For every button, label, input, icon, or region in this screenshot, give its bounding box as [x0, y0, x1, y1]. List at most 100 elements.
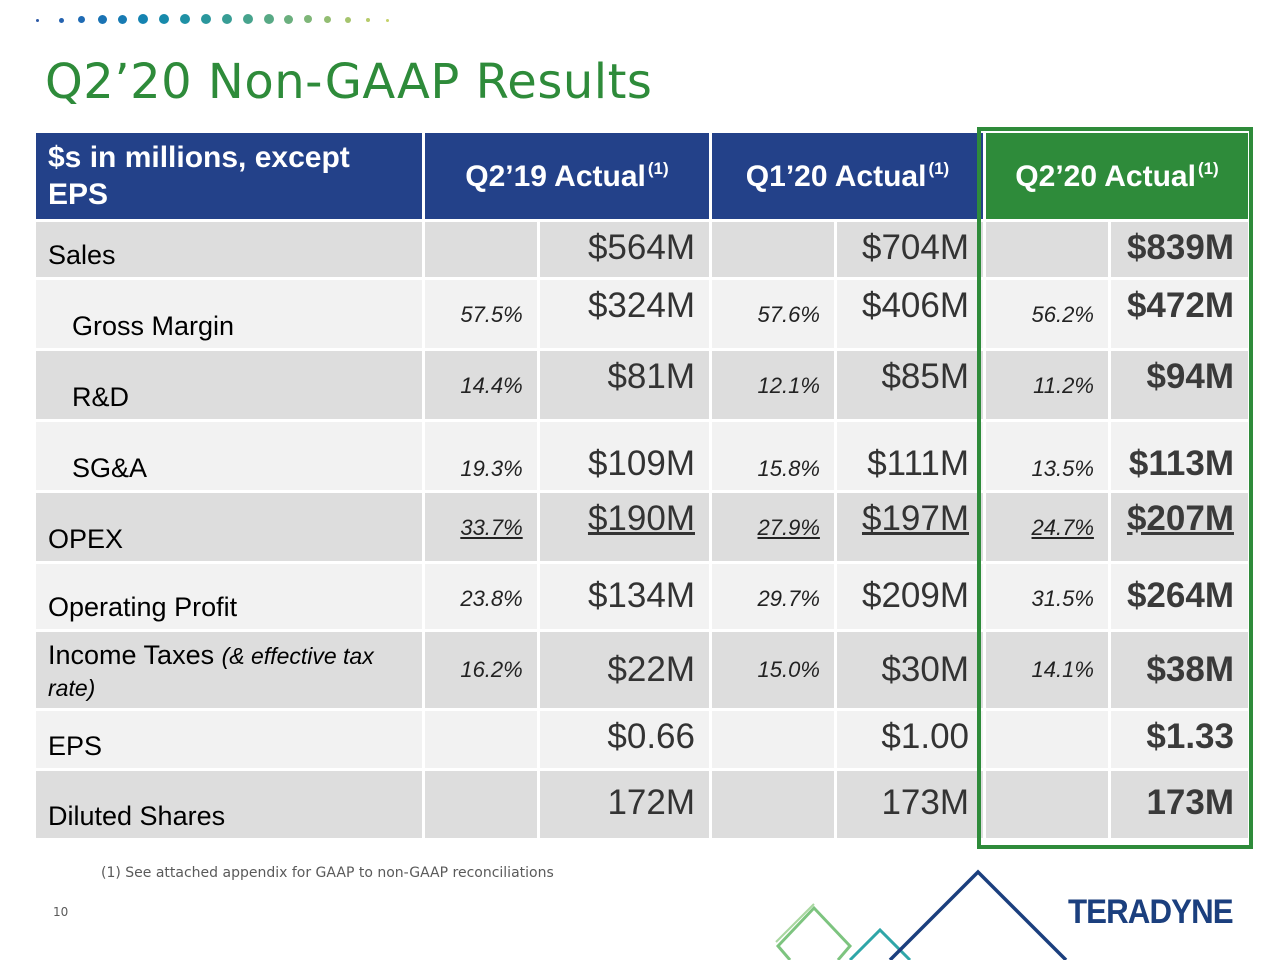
row-label: R&D [36, 351, 422, 419]
header-q2-20-label: Q2’20 Actual [1015, 159, 1196, 193]
value-cell: $1.00 [836, 711, 984, 768]
decorative-dot [36, 19, 39, 22]
value-cell: $472M [1110, 280, 1248, 348]
pct-cell: 33.7% [424, 493, 537, 561]
table-row-diluted-shares: Diluted Shares 172M 173M 173M [36, 771, 1248, 838]
pct-cell: 13.5% [986, 422, 1108, 490]
value-cell: $0.66 [539, 711, 709, 768]
footnote: (1) See attached appendix for GAAP to no… [101, 865, 554, 881]
value-cell: $564M [539, 222, 709, 277]
pct-cell [712, 771, 834, 838]
decorative-dot [138, 14, 148, 24]
pct-cell: 14.4% [424, 351, 537, 419]
value-text: $207M [1126, 499, 1234, 538]
header-q2-20-footnote-marker: (1) [1197, 158, 1219, 178]
decorative-dot [59, 18, 64, 23]
value-cell: $109M [539, 422, 709, 490]
decorative-dot-row [30, 12, 410, 30]
logo-chevron-accent [775, 903, 815, 943]
value-cell: $209M [836, 564, 984, 629]
value-cell: $22M [539, 632, 709, 708]
header-q1-20: Q1’20 Actual (1) [712, 133, 984, 219]
value-cell: $207M [1110, 493, 1248, 561]
table-header-row: $s in millions, except EPS Q2’19 Actual(… [36, 133, 1248, 219]
value-cell: $839M [1110, 222, 1248, 277]
decorative-dot [159, 14, 169, 24]
header-q1-20-footnote-marker: (1) [928, 158, 950, 178]
row-label-text: Income Taxes [48, 640, 215, 670]
pct-cell: 27.9% [712, 493, 834, 561]
pct-cell: 15.0% [712, 632, 834, 708]
pct-cell: 56.2% [986, 280, 1108, 348]
row-label: Diluted Shares [36, 771, 422, 838]
value-cell: $111M [836, 422, 984, 490]
pct-cell [986, 711, 1108, 768]
decorative-dot [284, 15, 293, 24]
pct-cell [424, 222, 537, 277]
results-table: $s in millions, except EPS Q2’19 Actual(… [33, 130, 1251, 841]
header-q1-20-label: Q1’20 Actual [745, 159, 927, 193]
slide-title: Q2’20 Non-GAAP Results [45, 54, 653, 110]
page-number: 10 [53, 905, 69, 919]
row-label: Sales [36, 222, 422, 277]
pct-value: 33.7% [460, 515, 523, 540]
decorative-dot [304, 15, 312, 23]
decorative-dot [345, 17, 351, 23]
decorative-dot [78, 16, 85, 23]
decorative-dot [243, 14, 253, 24]
pct-cell: 12.1% [712, 351, 834, 419]
pct-cell: 29.7% [712, 564, 834, 629]
decorative-dot [222, 14, 232, 24]
value-cell: $324M [539, 280, 709, 348]
table-row-income-taxes: Income Taxes (& effective tax rate) 16.2… [36, 632, 1248, 708]
decorative-dot [386, 19, 389, 22]
value-cell: $406M [836, 280, 984, 348]
header-q2-19-footnote-marker: (1) [647, 158, 669, 178]
pct-cell [712, 711, 834, 768]
logo-chevron-green [775, 905, 853, 960]
value-cell: $85M [836, 351, 984, 419]
value-cell: $1.33 [1110, 711, 1248, 768]
value-cell: $30M [836, 632, 984, 708]
pct-cell: 23.8% [424, 564, 537, 629]
header-q2-19: Q2’19 Actual (1) [424, 133, 709, 219]
row-label: Income Taxes (& effective tax rate) [36, 632, 422, 708]
pct-cell: 57.5% [424, 280, 537, 348]
decorative-dot [118, 15, 127, 24]
value-cell: $113M [1110, 422, 1248, 490]
pct-cell [424, 771, 537, 838]
value-cell: $38M [1110, 632, 1248, 708]
value-cell: $190M [539, 493, 709, 561]
value-text: $197M [861, 499, 970, 538]
row-label: Gross Margin [36, 280, 422, 348]
pct-value: 24.7% [1031, 515, 1094, 540]
table-row-gross-margin: Gross Margin 57.5% $324M 57.6% $406M 56.… [36, 280, 1248, 348]
row-label-note: (& effective tax rate) [48, 643, 374, 701]
decorative-dot [98, 15, 107, 24]
header-units-label: $s in millions, except EPS [36, 133, 422, 219]
pct-cell [986, 771, 1108, 838]
value-cell: $704M [836, 222, 984, 277]
value-cell: 173M [1110, 771, 1248, 838]
pct-cell [424, 711, 537, 768]
decorative-dot [201, 14, 211, 24]
row-label: SG&A [36, 422, 422, 490]
decorative-dot [180, 14, 190, 24]
value-cell: $81M [539, 351, 709, 419]
row-label: Operating Profit [36, 564, 422, 629]
value-text: $190M [587, 499, 695, 538]
table-row-rnd: R&D 14.4% $81M 12.1% $85M 11.2% $94M [36, 351, 1248, 419]
pct-cell: 19.3% [424, 422, 537, 490]
table-row-sales: Sales $564M $704M $839M [36, 222, 1248, 277]
row-label: EPS [36, 711, 422, 768]
pct-cell: 24.7% [986, 493, 1108, 561]
value-cell: $134M [539, 564, 709, 629]
value-cell: 173M [836, 771, 984, 838]
row-label: OPEX [36, 493, 422, 561]
pct-cell: 14.1% [986, 632, 1108, 708]
pct-value: 27.9% [757, 515, 820, 540]
value-cell: 172M [539, 771, 709, 838]
decorative-dot [264, 14, 274, 24]
pct-cell [986, 222, 1108, 277]
decorative-dot [366, 18, 370, 22]
